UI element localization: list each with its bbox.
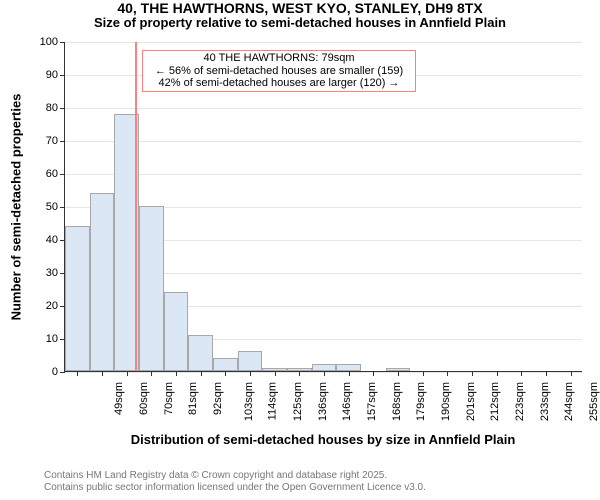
x-tick-label: 179sqm	[415, 382, 427, 421]
histogram-bar	[164, 292, 189, 371]
x-tick-mark	[423, 371, 424, 376]
y-tick-label: 100	[28, 36, 58, 48]
x-tick-label: 201sqm	[465, 382, 477, 421]
x-tick-label: 49sqm	[113, 382, 125, 415]
footer-attribution: Contains HM Land Registry data © Crown c…	[44, 470, 426, 493]
histogram-bar	[188, 335, 213, 371]
y-tick-label: 70	[28, 135, 58, 147]
x-tick-mark	[571, 371, 572, 376]
x-tick-label: 157sqm	[366, 382, 378, 421]
gridline	[65, 42, 582, 43]
y-tick-mark	[60, 108, 65, 109]
x-tick-mark	[521, 371, 522, 376]
y-tick-mark	[60, 42, 65, 43]
annotation-box: 40 THE HAWTHORNS: 79sqm← 56% of semi-det…	[142, 50, 416, 92]
x-tick-mark	[299, 371, 300, 376]
x-tick-mark	[102, 371, 103, 376]
y-tick-label: 80	[28, 102, 58, 114]
chart-container: 40, THE HAWTHORNS, WEST KYO, STANLEY, DH…	[0, 0, 600, 500]
gridline	[65, 141, 582, 142]
annotation-line: ← 56% of semi-detached houses are smalle…	[145, 65, 413, 78]
x-tick-label: 212sqm	[489, 382, 501, 421]
x-tick-mark	[151, 371, 152, 376]
x-tick-mark	[275, 371, 276, 376]
histogram-bar	[213, 358, 238, 371]
x-tick-mark	[201, 371, 202, 376]
y-tick-mark	[60, 141, 65, 142]
title-line-1: 40, THE HAWTHORNS, WEST KYO, STANLEY, DH…	[0, 0, 600, 16]
y-tick-label: 40	[28, 234, 58, 246]
x-tick-label: 114sqm	[267, 382, 279, 420]
x-tick-label: 60sqm	[138, 382, 150, 415]
annotation-line: 42% of semi-detached houses are larger (…	[145, 77, 413, 90]
y-tick-mark	[60, 174, 65, 175]
title-line-2: Size of property relative to semi-detach…	[0, 16, 600, 31]
x-tick-mark	[373, 371, 374, 376]
y-tick-label: 50	[28, 201, 58, 213]
x-tick-label: 125sqm	[292, 382, 304, 421]
y-axis-label: Number of semi-detached properties	[9, 94, 24, 321]
y-tick-label: 10	[28, 333, 58, 345]
x-tick-label: 136sqm	[317, 382, 329, 421]
annotation-line: 40 THE HAWTHORNS: 79sqm	[145, 52, 413, 65]
y-tick-mark	[60, 207, 65, 208]
x-tick-mark	[349, 371, 350, 376]
x-axis-label: Distribution of semi-detached houses by …	[131, 432, 516, 447]
x-tick-label: 81sqm	[187, 382, 199, 415]
x-tick-label: 92sqm	[212, 382, 224, 415]
x-tick-label: 255sqm	[588, 382, 600, 421]
x-tick-mark	[472, 371, 473, 376]
footer-line-2: Contains public sector information licen…	[44, 482, 426, 494]
x-tick-label: 190sqm	[440, 382, 452, 421]
x-tick-label: 103sqm	[243, 382, 255, 421]
x-tick-mark	[324, 371, 325, 376]
histogram-bar	[336, 364, 361, 371]
histogram-bar	[312, 364, 337, 371]
x-tick-mark	[127, 371, 128, 376]
x-tick-mark	[250, 371, 251, 376]
x-tick-mark	[398, 371, 399, 376]
footer-line-1: Contains HM Land Registry data © Crown c…	[44, 470, 426, 482]
y-tick-mark	[60, 75, 65, 76]
x-tick-label: 146sqm	[341, 382, 353, 421]
gridline	[65, 174, 582, 175]
histogram-bar	[139, 206, 164, 371]
gridline	[65, 108, 582, 109]
x-tick-mark	[225, 371, 226, 376]
x-tick-label: 168sqm	[391, 382, 403, 421]
x-tick-mark	[77, 371, 78, 376]
y-tick-label: 90	[28, 69, 58, 81]
y-tick-label: 20	[28, 300, 58, 312]
y-tick-label: 0	[28, 366, 58, 378]
x-tick-label: 223sqm	[514, 382, 526, 421]
y-tick-mark	[60, 372, 65, 373]
histogram-bar	[238, 351, 263, 371]
y-tick-label: 60	[28, 168, 58, 180]
histogram-bar	[90, 193, 115, 371]
x-tick-label: 244sqm	[563, 382, 575, 421]
x-tick-mark	[497, 371, 498, 376]
chart-title: 40, THE HAWTHORNS, WEST KYO, STANLEY, DH…	[0, 0, 600, 31]
x-tick-mark	[546, 371, 547, 376]
histogram-bar	[65, 226, 90, 371]
x-tick-label: 233sqm	[539, 382, 551, 421]
y-tick-label: 30	[28, 267, 58, 279]
x-tick-mark	[447, 371, 448, 376]
x-tick-mark	[176, 371, 177, 376]
reference-line	[135, 42, 137, 371]
x-tick-label: 70sqm	[163, 382, 175, 415]
